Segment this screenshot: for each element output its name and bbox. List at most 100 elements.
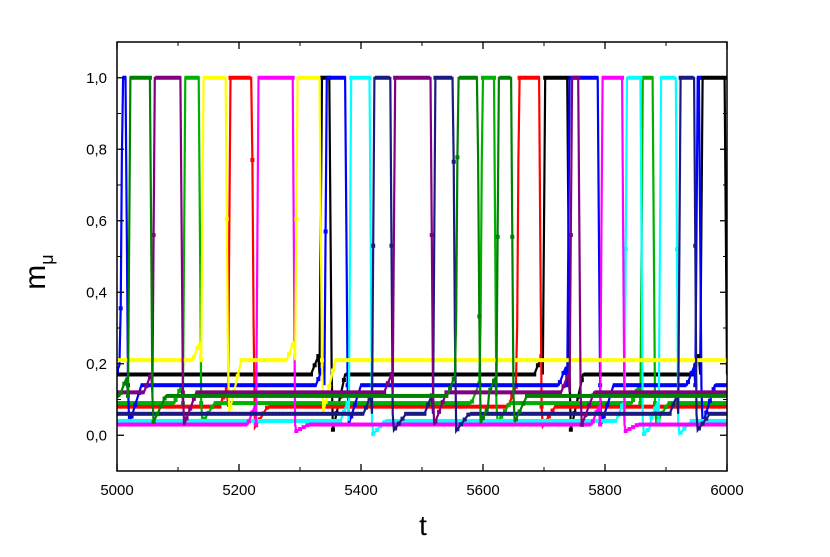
data-point [224, 383, 229, 388]
data-point [488, 422, 493, 427]
data-point [166, 422, 171, 427]
data-point [232, 393, 237, 398]
data-point [272, 411, 277, 416]
data-point [378, 401, 383, 406]
data-point [221, 372, 226, 377]
data-point [587, 372, 592, 377]
data-point [506, 75, 511, 80]
data-point [528, 358, 533, 363]
data-point [685, 401, 690, 406]
data-point [499, 372, 504, 377]
data-point [407, 418, 412, 423]
data-point [418, 393, 423, 398]
series-markers-7 [117, 75, 727, 432]
data-point [667, 404, 672, 409]
axes: 5000 5200 5400 5600 5800 60000,00,20,40,60,81… [86, 41, 744, 499]
data-point [400, 416, 405, 421]
data-point [393, 372, 398, 377]
data-point [649, 393, 654, 398]
data-point [272, 372, 277, 377]
data-point [129, 404, 134, 409]
data-point [261, 358, 266, 363]
data-point [305, 418, 310, 423]
data-point [470, 418, 475, 423]
data-point [312, 401, 317, 406]
data-point [162, 396, 167, 401]
data-point [517, 422, 522, 427]
data-point [448, 358, 453, 363]
data-point [477, 422, 482, 427]
data-point [653, 358, 658, 363]
data-point [407, 372, 412, 377]
data-point [117, 369, 119, 374]
data-point [587, 411, 592, 416]
data-point [257, 418, 262, 423]
data-point [638, 358, 643, 363]
data-point [484, 372, 489, 377]
data-point [565, 422, 570, 427]
data-point [382, 383, 387, 388]
data-point [250, 358, 255, 363]
data-point [653, 383, 658, 388]
data-point [656, 393, 661, 398]
data-point [173, 75, 178, 80]
data-point [715, 418, 720, 423]
data-point [382, 420, 387, 425]
data-point [649, 75, 654, 80]
data-point [466, 358, 471, 363]
data-point [623, 390, 628, 395]
data-point [484, 383, 489, 388]
data-point [393, 418, 398, 423]
data-point [147, 383, 152, 388]
data-point [206, 383, 211, 388]
data-point [319, 75, 324, 80]
data-point [484, 75, 489, 80]
data-point [140, 390, 145, 395]
data-point [517, 75, 522, 80]
data-point [517, 418, 522, 423]
data-point [312, 75, 317, 80]
data-point [323, 422, 328, 427]
data-point [371, 393, 376, 398]
data-point [678, 390, 683, 395]
data-point [411, 411, 416, 416]
data-point [565, 411, 570, 416]
data-point [308, 372, 313, 377]
data-point [583, 75, 588, 80]
data-point [411, 383, 416, 388]
data-point [210, 383, 215, 388]
data-point [528, 393, 533, 398]
data-point [422, 411, 427, 416]
data-point [404, 404, 409, 409]
data-point [389, 393, 394, 398]
data-point [118, 372, 123, 377]
data-point [466, 412, 471, 417]
data-point [195, 411, 200, 416]
data-point [546, 75, 551, 80]
data-point [319, 393, 324, 398]
data-point [338, 393, 343, 398]
data-point [601, 358, 606, 363]
data-point [290, 342, 295, 347]
data-point [711, 393, 716, 398]
data-point [268, 411, 273, 416]
data-point [594, 418, 599, 423]
data-point [437, 404, 442, 409]
x-tick-label: 5000 [100, 482, 133, 499]
data-point [180, 390, 185, 395]
data-point [517, 383, 522, 388]
data-point [396, 404, 401, 409]
data-point [605, 358, 610, 363]
data-point [426, 358, 431, 363]
data-point [327, 401, 332, 406]
data-point [543, 411, 548, 416]
data-point [704, 393, 709, 398]
data-point [444, 418, 449, 423]
data-point [722, 393, 727, 398]
data-point [565, 401, 570, 406]
data-point [188, 418, 193, 423]
data-point [265, 393, 270, 398]
data-point [532, 401, 537, 406]
data-point [653, 411, 658, 416]
data-point [385, 404, 390, 409]
